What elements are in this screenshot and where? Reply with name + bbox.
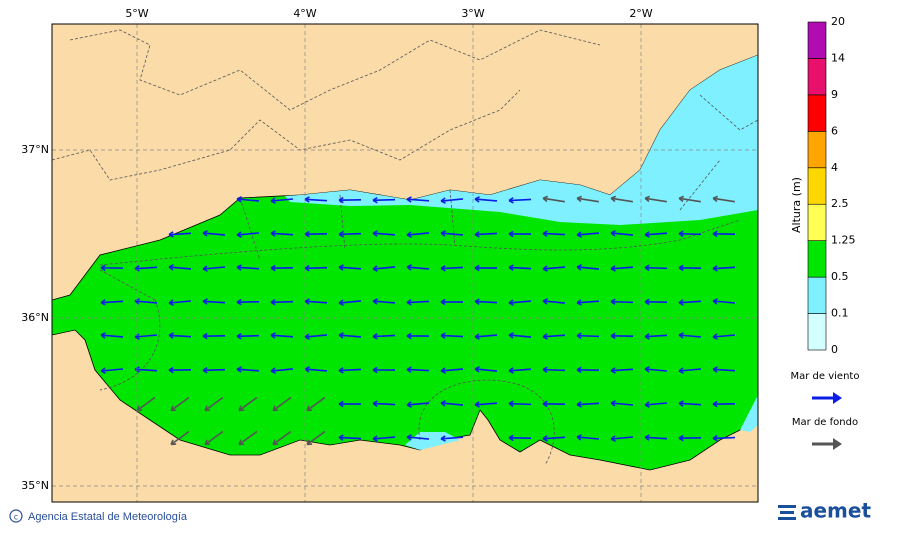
colorbar-title: Altura (m) xyxy=(790,177,803,233)
wave-arrow xyxy=(645,268,667,269)
wave-arrow xyxy=(203,370,225,371)
colorbar-label: 6 xyxy=(831,124,838,137)
wave-arrow xyxy=(509,404,531,405)
colorbar-segment xyxy=(808,131,826,167)
wave-arrow xyxy=(271,302,293,303)
colorbar-segment xyxy=(808,277,826,313)
wave-arrow xyxy=(679,234,701,235)
wave-arrow xyxy=(373,403,395,404)
wave-arrow xyxy=(407,369,429,370)
credit: Agencia Estatal de Meteorología xyxy=(28,511,188,523)
lon-label: 5°W xyxy=(125,7,148,20)
logo-mark xyxy=(778,505,796,520)
legend-label: Mar de viento xyxy=(791,371,860,382)
colorbar-segment xyxy=(808,168,826,204)
colorbar-label: 0.1 xyxy=(831,307,849,320)
lat-label: 35°N xyxy=(21,479,49,492)
copyright-c: c xyxy=(14,513,18,522)
wave-arrow xyxy=(407,301,429,302)
colorbar-label: 20 xyxy=(831,15,845,28)
colorbar-segment xyxy=(808,241,826,277)
logo: aemet xyxy=(800,499,871,523)
legend-arrowhead xyxy=(833,438,842,450)
wave-arrow xyxy=(713,438,735,439)
colorbar-label: 2.5 xyxy=(831,197,849,210)
colorbar-segment xyxy=(808,22,826,58)
colorbar-label: 0.5 xyxy=(831,270,849,283)
wave-arrow xyxy=(373,335,395,336)
colorbar-segment xyxy=(808,204,826,240)
colorbar: 0 0.1 0.5 1.25 2.5 4 6 9 14 20 Altura (m) xyxy=(790,15,856,356)
wave-arrow xyxy=(339,437,361,438)
wave-arrow xyxy=(543,233,565,234)
wave-arrow xyxy=(237,336,259,337)
colorbar-label: 0 xyxy=(831,343,838,356)
wave-arrow xyxy=(475,233,497,234)
wave-arrow xyxy=(509,199,531,200)
wave-arrow xyxy=(441,267,463,268)
wave-arrow xyxy=(305,268,327,269)
wave-arrow xyxy=(441,335,463,336)
lon-label: 4°W xyxy=(293,7,316,20)
wave-arrow xyxy=(373,200,395,201)
colorbar-label: 14 xyxy=(831,51,845,64)
lon-label: 3°W xyxy=(461,7,484,20)
wave-arrow xyxy=(577,336,599,337)
colorbar-segment xyxy=(808,314,826,350)
wave-arrow xyxy=(543,370,565,371)
wave-arrow xyxy=(509,267,531,268)
wave-arrow xyxy=(339,234,361,235)
legend: Mar de viento Mar de fondo xyxy=(791,371,860,450)
colorbar-label: 4 xyxy=(831,161,838,174)
lat-label: 36°N xyxy=(21,311,49,324)
colorbar-segment xyxy=(808,95,826,131)
colorbar-label: 9 xyxy=(831,88,838,101)
colorbar-label: 1.25 xyxy=(831,234,856,247)
wave-arrow xyxy=(611,302,633,303)
legend-arrowhead xyxy=(833,392,842,404)
wave-arrow xyxy=(339,369,361,370)
colorbar-segment xyxy=(808,58,826,94)
lat-label: 37°N xyxy=(21,143,49,156)
wave-arrow xyxy=(475,301,497,302)
legend-label: Mar de fondo xyxy=(792,417,858,428)
lon-label: 2°W xyxy=(629,7,652,20)
